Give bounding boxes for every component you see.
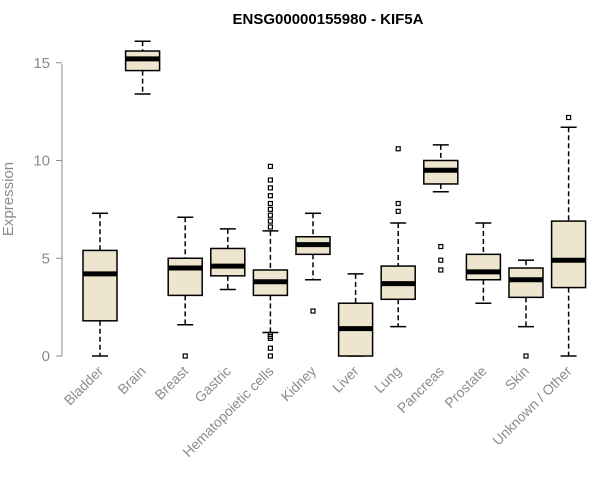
iqr-box xyxy=(508,267,544,299)
y-tick-label: 5 xyxy=(42,250,50,267)
outlier-point xyxy=(267,185,273,191)
boxes-group xyxy=(82,40,587,359)
outlier-point xyxy=(438,257,444,263)
x-tick-label: Pancreas xyxy=(394,363,447,416)
outlier-point xyxy=(267,163,273,169)
outlier-point xyxy=(182,353,188,359)
box-brain xyxy=(124,40,161,95)
x-tick-label: Liver xyxy=(329,363,362,396)
x-tick-label: Unknown / Other xyxy=(489,363,575,449)
box-hematopoietic-cells xyxy=(252,163,289,359)
x-tick-label: Prostate xyxy=(441,363,489,411)
x-tick-label: Skin xyxy=(502,363,533,394)
outlier-point xyxy=(395,146,401,152)
outlier-point xyxy=(565,114,572,121)
outlier-point xyxy=(310,308,316,314)
x-tick-label: Lung xyxy=(371,363,404,396)
x-tick-label: Gastric xyxy=(191,363,234,406)
box-skin xyxy=(508,259,544,359)
box-kidney xyxy=(295,212,331,314)
outlier-point xyxy=(267,345,273,351)
x-tick-label: Breast xyxy=(151,363,191,403)
outlier-point xyxy=(267,193,273,199)
iqr-box xyxy=(82,249,118,322)
outlier-point xyxy=(267,212,273,218)
outlier-point xyxy=(267,206,273,212)
box-gastric xyxy=(210,228,246,291)
outlier-point xyxy=(267,218,273,224)
box-liver xyxy=(337,273,374,357)
chart-title: ENSG00000155980 - KIF5A xyxy=(233,11,424,28)
y-axis-label: Expression xyxy=(0,162,17,236)
box-unknown-other xyxy=(550,114,587,357)
y-tick-label: 0 xyxy=(42,348,50,365)
y-axis-ticks: 0 5 10 15 xyxy=(33,55,62,365)
outlier-point xyxy=(438,243,444,250)
outlier-point xyxy=(267,200,273,207)
outlier-point xyxy=(267,224,273,230)
outlier-point xyxy=(267,331,273,338)
outlier-point xyxy=(395,208,401,214)
y-tick-label: 10 xyxy=(33,153,50,170)
box-bladder xyxy=(82,212,118,357)
outlier-point xyxy=(523,353,529,359)
box-breast xyxy=(167,216,203,359)
iqr-box xyxy=(550,220,587,289)
box-lung xyxy=(380,146,416,328)
outlier-point xyxy=(267,353,273,359)
box-pancreas xyxy=(423,144,459,273)
x-tick-label: Brain xyxy=(114,363,148,397)
outlier-point xyxy=(438,267,444,273)
iqr-box xyxy=(210,247,246,277)
outlier-point xyxy=(267,177,273,183)
outlier-point xyxy=(395,200,401,207)
x-tick-label: Bladder xyxy=(61,363,107,409)
x-tick-label: Kidney xyxy=(278,363,320,405)
iqr-box xyxy=(167,257,203,297)
iqr-box xyxy=(465,253,502,281)
box-prostate xyxy=(465,222,502,304)
y-tick-label: 15 xyxy=(33,55,50,72)
